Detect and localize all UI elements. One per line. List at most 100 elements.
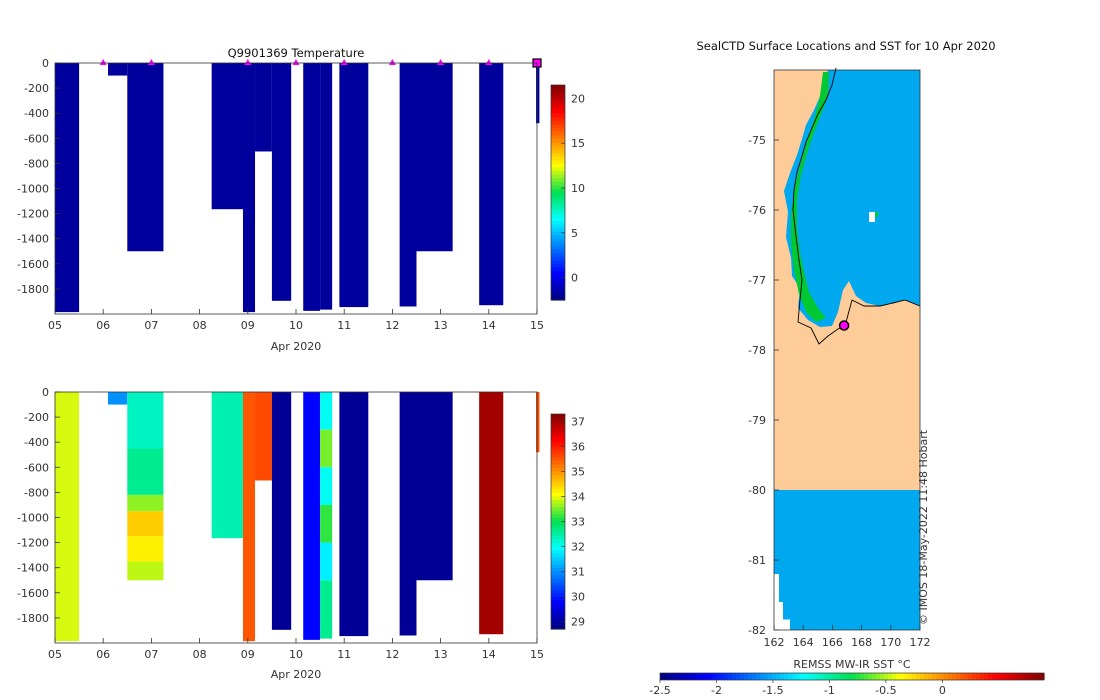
colorbar-step (551, 271, 565, 276)
colorbar-step (551, 267, 565, 272)
profile-cell (127, 536, 164, 562)
profile-cell (479, 63, 504, 306)
sst-map (774, 67, 921, 630)
x-tick-label: 05 (48, 319, 62, 332)
sst-colorbar-step (796, 673, 801, 680)
colorbar-tick-label: 36 (571, 441, 585, 454)
colorbar-step (551, 453, 565, 458)
x-tick-label: 12 (385, 648, 399, 661)
x-tick-label: 11 (337, 319, 351, 332)
salinity-profiles (55, 392, 540, 642)
colorbar-step (551, 102, 565, 108)
colorbar-step (551, 503, 565, 508)
colorbar-step (551, 449, 565, 455)
colorbar-step (551, 424, 565, 429)
profile-cell (303, 392, 321, 640)
profile-cell (271, 392, 292, 630)
sst-colorbar-step (792, 673, 797, 680)
colorbar-step (551, 417, 565, 422)
colorbar-step (551, 253, 565, 258)
sst-coastal-band (791, 72, 829, 322)
sst-colorbar-step (800, 673, 805, 680)
sst-colorbar-step (880, 673, 885, 680)
sst-colorbar-step (916, 673, 921, 680)
sst-colorbar-step (948, 673, 953, 680)
sst-colorbar-step (840, 673, 845, 680)
lat-tick-label: -76 (748, 204, 766, 217)
y-tick-label: -400 (24, 107, 49, 120)
sst-colorbar-step (836, 673, 841, 680)
sst-colorbar-step (976, 673, 981, 680)
sst-colorbar-step (996, 673, 1001, 680)
sst-colorbar-step (1036, 673, 1041, 680)
sst-colorbar-step (724, 673, 729, 680)
salinity-x-ticks: 05 06 07 08 09 10 11 12 13 14 15 (48, 638, 544, 661)
colorbar-step (551, 156, 565, 161)
colorbar-step (551, 553, 565, 558)
colorbar-step (551, 167, 565, 172)
colorbar-step (551, 178, 565, 183)
sst-colorbar-step (936, 673, 941, 680)
colorbar-step (551, 124, 565, 129)
sst-colorbar-step (720, 673, 725, 680)
colorbar-step (551, 246, 565, 251)
colorbar-step (551, 431, 565, 437)
surface-marker (388, 59, 396, 65)
sst-colorbar-frame (659, 672, 1045, 681)
colorbar-step (551, 510, 565, 515)
sst-colorbar-step (768, 673, 773, 680)
y-tick-label: -600 (24, 461, 49, 474)
colorbar-step (551, 199, 565, 204)
colorbar-step (551, 106, 565, 111)
colorbar-step (551, 131, 565, 136)
sst-colorbar-step (832, 673, 837, 680)
colorbar-step (551, 153, 565, 158)
sst-colorbar-step (708, 673, 713, 680)
lat-tick-label: -75 (748, 134, 766, 147)
colorbar-step (551, 110, 565, 115)
sst-colorbar-step (856, 673, 861, 680)
sst-patch (875, 212, 878, 217)
sst-colorbar-step (904, 673, 909, 680)
y-tick-label: -1600 (17, 587, 49, 600)
profile-cell (127, 561, 164, 581)
colorbar-step (551, 489, 565, 494)
lat-tick-label: -82 (748, 624, 766, 637)
profile-cell (320, 504, 333, 543)
colorbar-step (551, 539, 565, 544)
sst-colorbar-step (1008, 673, 1013, 680)
colorbar-step (551, 185, 565, 190)
colorbar-step (551, 88, 565, 93)
sst-colorbar-step (928, 673, 933, 680)
colorbar-step (551, 517, 565, 523)
profile-cell (339, 63, 369, 308)
colorbar-step (551, 568, 565, 573)
y-tick-label: -200 (24, 411, 49, 424)
colorbar-step (551, 235, 565, 240)
y-tick-label: -1000 (17, 183, 49, 196)
y-tick-label: -800 (24, 157, 49, 170)
surface-marker (340, 59, 348, 65)
temperature-colorbar: 0 5 10 15 20 (550, 84, 585, 301)
sst-colorbar-step (728, 673, 733, 680)
x-tick-label: 09 (241, 319, 255, 332)
colorbar-step (551, 603, 565, 609)
sst-colorbar-step (968, 673, 973, 680)
sst-colorbar-step (960, 673, 965, 680)
sst-colorbar-step (772, 673, 777, 680)
sst-colorbar-step (972, 673, 977, 680)
colorbar-step (551, 128, 565, 133)
x-tick-label: 10 (289, 319, 303, 332)
y-tick-label: -1800 (17, 612, 49, 625)
surface-marker (99, 59, 107, 65)
sst-colorbar-step (932, 673, 937, 680)
sst-colorbar-step (660, 673, 665, 680)
sst-colorbar-step (1012, 673, 1017, 680)
colorbar-step (551, 525, 565, 530)
colorbar-step (551, 242, 565, 247)
colorbar-step (551, 285, 565, 290)
sst-gap (774, 574, 790, 630)
y-tick-label: -1200 (17, 208, 49, 221)
colorbar-step (551, 257, 565, 262)
